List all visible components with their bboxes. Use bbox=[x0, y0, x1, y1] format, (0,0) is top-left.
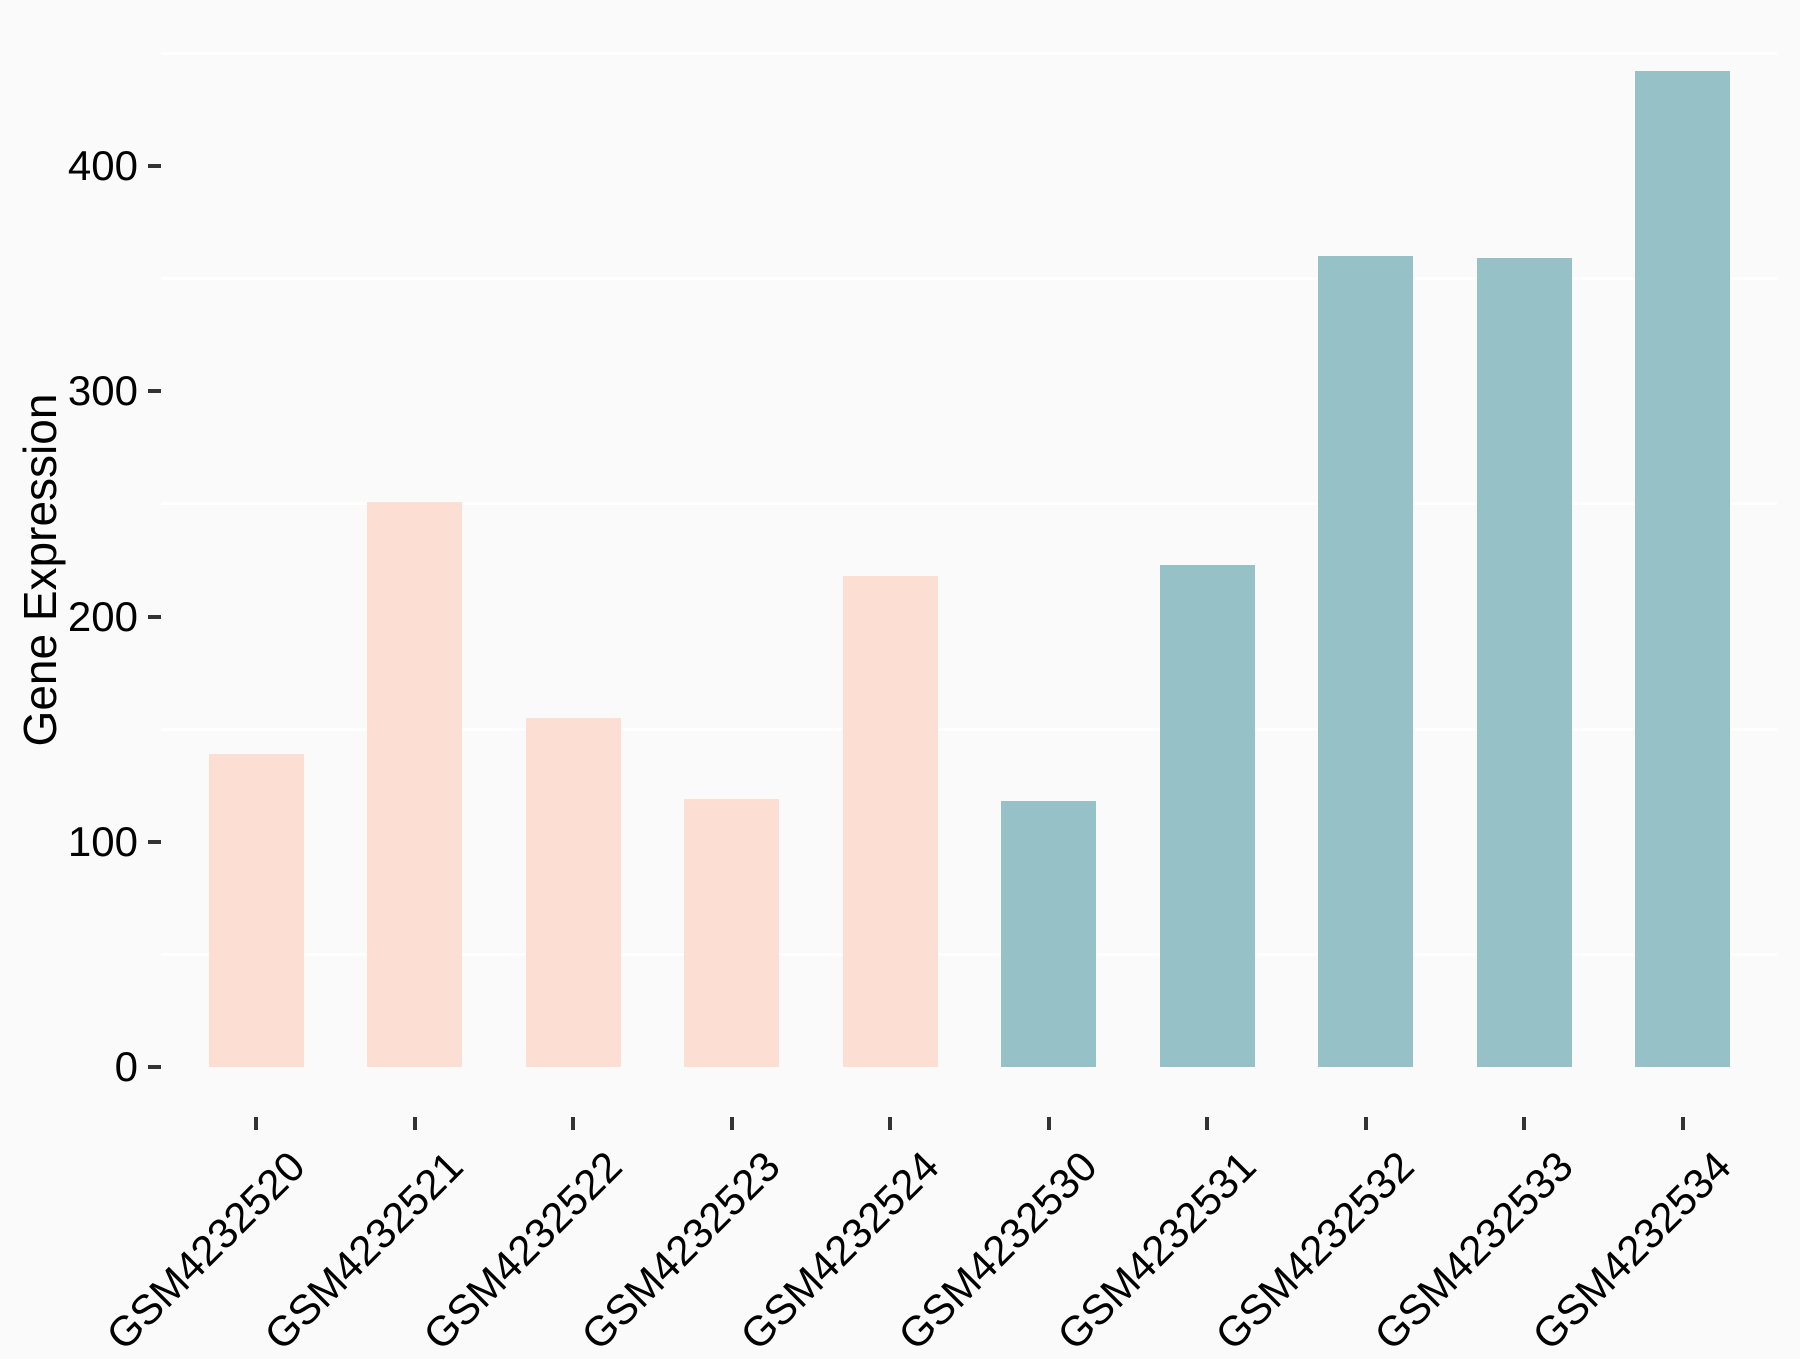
y-tick-label-100: 100 bbox=[67, 817, 138, 865]
x-tick-mark-GSM4232533 bbox=[1522, 1117, 1526, 1130]
y-tick-mark-400 bbox=[148, 164, 161, 168]
y-tick-label-400: 400 bbox=[67, 142, 138, 189]
x-tick-mark-GSM4232531 bbox=[1205, 1117, 1209, 1130]
bar-GSM4232534 bbox=[1635, 71, 1730, 1067]
x-tick-mark-GSM4232530 bbox=[1046, 1117, 1051, 1130]
y-tick-label-200: 200 bbox=[67, 592, 138, 640]
minor-gridline-250 bbox=[161, 502, 1777, 506]
bar-GSM4232520 bbox=[208, 753, 304, 1067]
x-tick-mark-GSM4232522 bbox=[571, 1117, 575, 1130]
bar-GSM4232524 bbox=[842, 575, 938, 1067]
bar-GSM4232522 bbox=[525, 717, 621, 1067]
bar-GSM4232532 bbox=[1318, 256, 1413, 1067]
x-tick-mark-GSM4232523 bbox=[729, 1117, 734, 1130]
y-tick-mark-100 bbox=[148, 839, 161, 844]
x-tick-mark-GSM4232521 bbox=[412, 1117, 417, 1130]
y-tick-mark-0 bbox=[148, 1065, 161, 1069]
y-tick-label-300: 300 bbox=[67, 367, 138, 415]
y-tick-label-0: 0 bbox=[114, 1043, 138, 1090]
bar-GSM4232521 bbox=[367, 501, 462, 1067]
x-tick-label-GSM4232534: GSM4232534 bbox=[1523, 1142, 1741, 1359]
bar-GSM4232523 bbox=[684, 798, 779, 1067]
y-tick-mark-200 bbox=[148, 614, 161, 619]
plot-panel bbox=[161, 22, 1777, 1117]
y-axis-title: Gene Expression bbox=[14, 393, 66, 747]
minor-gridline-450 bbox=[161, 51, 1777, 55]
x-tick-mark-GSM4232534 bbox=[1680, 1117, 1685, 1130]
bar-GSM4232533 bbox=[1476, 258, 1572, 1067]
bar-GSM4232530 bbox=[1001, 801, 1096, 1067]
x-tick-mark-GSM4232524 bbox=[888, 1117, 892, 1130]
minor-gridline-150 bbox=[161, 727, 1777, 731]
y-tick-mark-300 bbox=[148, 389, 161, 394]
x-tick-mark-GSM4232520 bbox=[254, 1117, 258, 1130]
minor-gridline-50 bbox=[161, 952, 1777, 956]
minor-gridline-350 bbox=[161, 277, 1777, 281]
bar-GSM4232531 bbox=[1159, 564, 1255, 1067]
x-tick-mark-GSM4232532 bbox=[1363, 1117, 1368, 1130]
